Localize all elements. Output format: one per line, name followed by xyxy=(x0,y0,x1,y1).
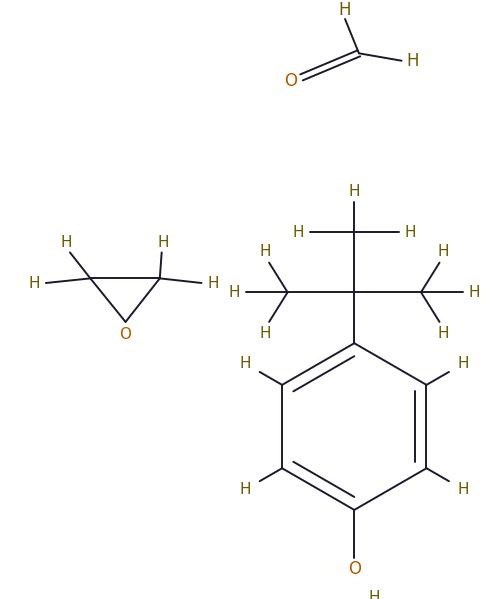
Text: H: H xyxy=(240,356,251,371)
Text: H: H xyxy=(458,482,469,497)
Text: H: H xyxy=(339,1,352,19)
Text: H: H xyxy=(349,184,360,199)
Text: H: H xyxy=(404,225,416,240)
Text: H: H xyxy=(458,356,469,371)
Text: H: H xyxy=(369,591,381,599)
Text: H: H xyxy=(158,235,169,250)
Text: H: H xyxy=(240,482,251,497)
Text: O: O xyxy=(119,328,132,343)
Text: O: O xyxy=(284,72,297,90)
Text: O: O xyxy=(348,560,361,578)
Text: H: H xyxy=(293,225,305,240)
Text: H: H xyxy=(260,325,271,340)
Text: H: H xyxy=(437,244,449,259)
Text: H: H xyxy=(260,244,271,259)
Text: H: H xyxy=(208,276,219,291)
Text: H: H xyxy=(469,285,481,300)
Text: H: H xyxy=(61,235,72,250)
Text: H: H xyxy=(437,325,449,340)
Text: H: H xyxy=(406,52,419,69)
Text: H: H xyxy=(228,285,240,300)
Text: H: H xyxy=(28,276,39,291)
